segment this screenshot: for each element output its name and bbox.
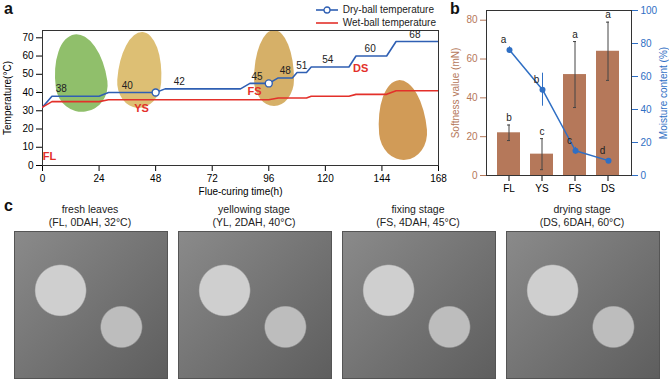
svg-text:Flue-curing time(h): Flue-curing time(h)	[199, 186, 283, 197]
svg-text:100: 100	[641, 5, 658, 16]
svg-text:FL: FL	[43, 150, 57, 162]
svg-text:FS: FS	[569, 183, 582, 194]
svg-text:40: 40	[466, 92, 478, 103]
svg-text:60: 60	[466, 53, 478, 64]
html-text:fresh leaves: fresh leaves	[61, 203, 119, 215]
html-text:drying stage: drying stage	[553, 203, 611, 215]
svg-text:FL: FL	[503, 183, 515, 194]
html-text:a: a	[4, 0, 13, 17]
svg-text:20: 20	[466, 131, 478, 142]
svg-text:80: 80	[466, 14, 478, 25]
html-text:(FL, 0DAH, 32°C): (FL, 0DAH, 32°C)	[48, 216, 132, 228]
svg-text:20: 20	[22, 123, 34, 134]
svg-text:40: 40	[122, 80, 134, 91]
svg-text:24: 24	[94, 173, 106, 184]
svg-text:38: 38	[56, 83, 68, 94]
svg-text:120: 120	[317, 173, 334, 184]
svg-text:YS: YS	[535, 183, 549, 194]
html-text:(DS, 6DAH, 60°C): (DS, 6DAH, 60°C)	[539, 216, 625, 228]
svg-text:c: c	[540, 126, 545, 137]
svg-text:FS: FS	[248, 85, 262, 97]
svg-text:50: 50	[22, 68, 34, 79]
svg-text:Temperature(°C): Temperature(°C)	[2, 61, 13, 135]
svg-text:40: 40	[22, 87, 34, 98]
svg-text:b: b	[534, 74, 540, 85]
svg-text:60: 60	[641, 71, 653, 82]
html-text:c: c	[4, 197, 13, 214]
svg-text:10: 10	[22, 141, 34, 152]
svg-text:a: a	[501, 34, 507, 45]
html-text:Dry-ball temperature: Dry-ball temperature	[342, 4, 434, 15]
svg-text:80: 80	[641, 38, 653, 49]
svg-text:0: 0	[472, 170, 478, 181]
svg-text:DS: DS	[353, 62, 368, 74]
svg-text:Softness value (mN): Softness value (mN)	[450, 48, 461, 139]
svg-text:45: 45	[251, 71, 263, 82]
svg-text:68: 68	[409, 29, 421, 40]
svg-text:a: a	[572, 29, 578, 40]
svg-text:40: 40	[641, 104, 653, 115]
svg-text:60: 60	[22, 50, 34, 61]
svg-text:d: d	[600, 145, 606, 156]
svg-text:168: 168	[430, 173, 447, 184]
svg-text:96: 96	[263, 173, 275, 184]
svg-text:60: 60	[365, 43, 377, 54]
svg-text:42: 42	[174, 76, 186, 87]
html-text:b: b	[450, 0, 460, 17]
svg-text:70: 70	[22, 32, 34, 43]
html-text:Wet-ball temperature: Wet-ball temperature	[342, 17, 436, 28]
html-text:yellowing stage: yellowing stage	[218, 203, 290, 215]
svg-text:Moisture content (%): Moisture content (%)	[658, 47, 669, 139]
svg-text:YS: YS	[134, 102, 149, 114]
svg-text:b: b	[506, 112, 512, 123]
svg-text:20: 20	[641, 137, 653, 148]
svg-text:54: 54	[322, 54, 334, 65]
svg-text:0: 0	[28, 160, 34, 171]
svg-text:72: 72	[207, 173, 219, 184]
svg-text:144: 144	[374, 173, 391, 184]
svg-text:0: 0	[641, 170, 647, 181]
svg-text:30: 30	[22, 105, 34, 116]
html-text:fixing stage: fixing stage	[391, 203, 445, 215]
svg-text:51: 51	[296, 60, 308, 71]
html-text:(FS, 4DAH, 45°C): (FS, 4DAH, 45°C)	[376, 216, 460, 228]
html-text:(YL, 2DAH, 40°C): (YL, 2DAH, 40°C)	[212, 216, 296, 228]
svg-text:a: a	[605, 9, 611, 20]
svg-text:DS: DS	[601, 183, 615, 194]
svg-text:48: 48	[150, 173, 162, 184]
svg-text:48: 48	[280, 65, 292, 76]
svg-text:c: c	[567, 135, 572, 146]
svg-text:0: 0	[40, 173, 46, 184]
